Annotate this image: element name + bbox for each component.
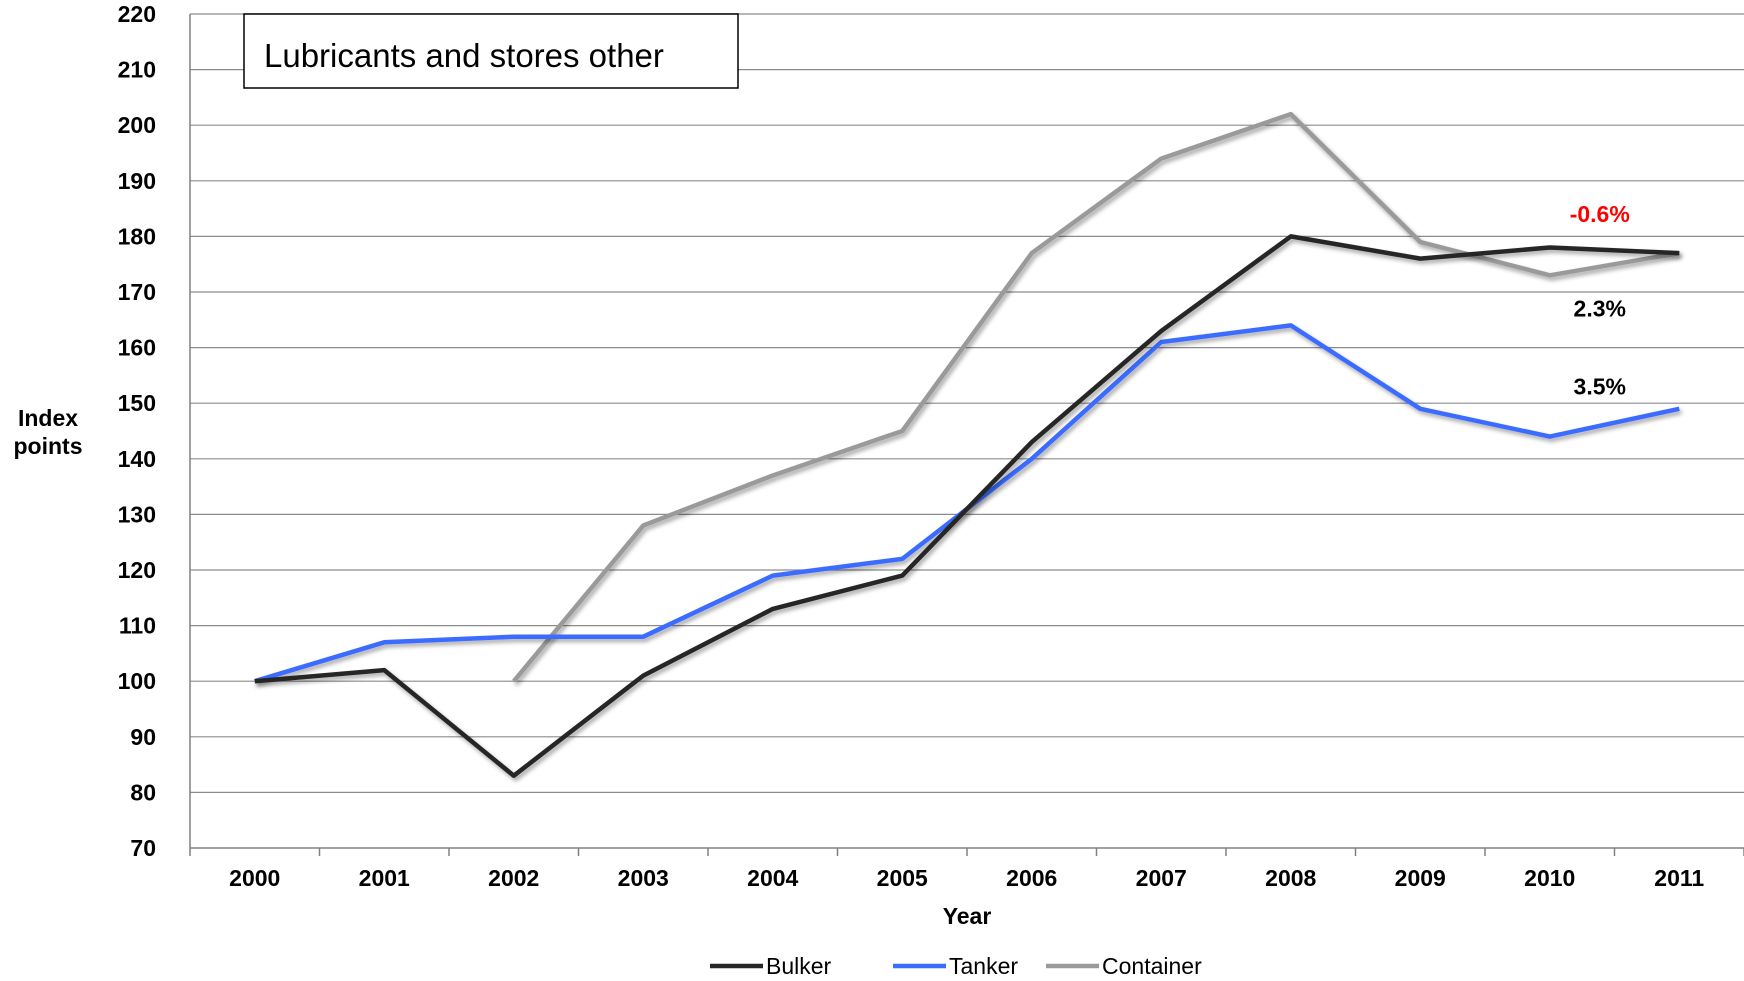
y-tick-label-190: 190 xyxy=(118,168,156,194)
x-tick-label-2001: 2001 xyxy=(359,865,410,891)
legend-label-bulker: Bulker xyxy=(766,953,832,979)
y-tick-label-220: 220 xyxy=(118,1,156,27)
chart-title-box: Lubricants and stores other xyxy=(243,13,739,89)
y-tick-label-90: 90 xyxy=(130,724,156,750)
y-tick-label-160: 160 xyxy=(118,335,156,361)
y-tick-label-110: 110 xyxy=(119,613,156,639)
x-tick-label-2009: 2009 xyxy=(1395,865,1446,891)
axes xyxy=(189,14,1744,856)
x-tick-label-2006: 2006 xyxy=(1006,865,1057,891)
y-tick-label-210: 210 xyxy=(118,57,156,83)
y-tick-label-170: 170 xyxy=(118,279,156,305)
annotation-label-2: 3.5% xyxy=(1574,374,1626,400)
x-tick-label-2010: 2010 xyxy=(1524,865,1575,891)
y-tick-label-120: 120 xyxy=(118,557,156,583)
annotations: -0.6% 2.3% 3.5% xyxy=(1570,201,1630,399)
y-axis-title-line-1: Index xyxy=(18,405,78,431)
y-axis-title-line-2: points xyxy=(14,433,83,459)
y-axis-title: Index points xyxy=(14,405,83,459)
chart-title: Lubricants and stores other xyxy=(264,37,664,74)
y-tick-labels: 70 80 90 100 110 120 130 140 150 160 170 180 190 200 2… xyxy=(118,1,156,861)
series-line-bulker xyxy=(254,234,1680,778)
legend: Bulker Tanker Container xyxy=(710,953,1202,979)
x-tick-label-2002: 2002 xyxy=(488,865,539,891)
series-line-tanker xyxy=(254,323,1680,684)
y-tick-label-140: 140 xyxy=(118,446,156,472)
y-tick-label-80: 80 xyxy=(130,779,156,805)
gridlines xyxy=(190,13,1744,794)
series-line-container xyxy=(512,111,1680,683)
y-tick-label-180: 180 xyxy=(118,223,156,249)
legend-label-tanker: Tanker xyxy=(949,953,1018,979)
x-tick-label-2011: 2011 xyxy=(1654,865,1704,891)
x-tick-labels: 2000 2001 2002 2003 2004 2005 2006 2007 2008 2009… xyxy=(229,865,1704,891)
series-lines xyxy=(254,111,1680,778)
legend-label-container: Container xyxy=(1102,953,1202,979)
y-tick-label-150: 150 xyxy=(118,390,156,416)
y-tick-label-130: 130 xyxy=(118,501,156,527)
x-tick-label-2005: 2005 xyxy=(877,865,928,891)
y-tick-label-100: 100 xyxy=(118,668,156,694)
x-tick-label-2000: 2000 xyxy=(229,865,280,891)
x-tick-label-2003: 2003 xyxy=(618,865,669,891)
x-tick-label-2008: 2008 xyxy=(1265,865,1316,891)
x-tick-label-2004: 2004 xyxy=(747,865,798,891)
y-tick-label-200: 200 xyxy=(118,112,156,138)
y-tick-label-70: 70 xyxy=(130,835,156,861)
annotation-label-0: -0.6% xyxy=(1570,201,1630,227)
x-tick-label-2007: 2007 xyxy=(1136,865,1187,891)
annotation-label-1: 2.3% xyxy=(1574,296,1626,322)
x-axis-title: Year xyxy=(943,903,992,929)
